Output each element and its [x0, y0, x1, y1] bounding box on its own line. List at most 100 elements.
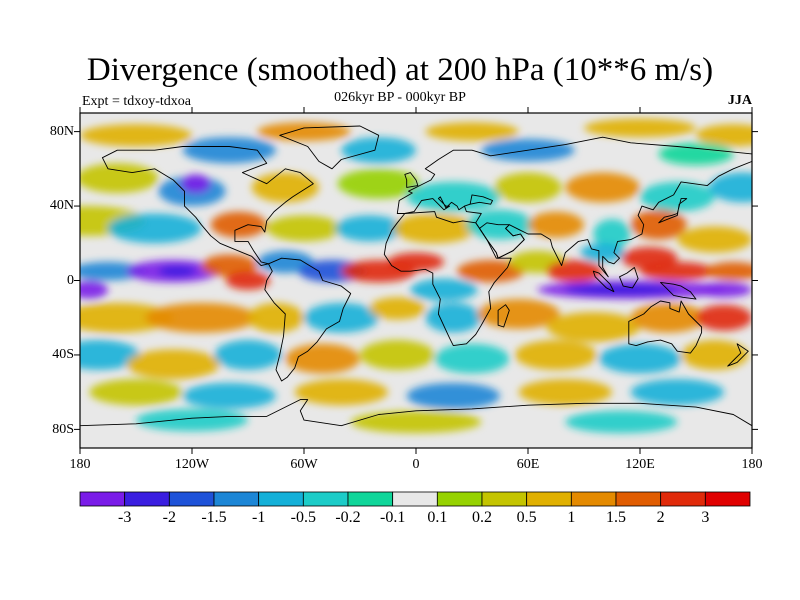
coastline-africa [383, 211, 512, 347]
colorbar-swatch [481, 491, 528, 507]
coastline-japan [658, 198, 688, 224]
field-region [80, 163, 159, 194]
colorbar-swatch [347, 491, 394, 507]
field-region [182, 382, 276, 409]
field-region [696, 304, 752, 331]
field-region [406, 181, 501, 212]
field-region [80, 340, 140, 370]
lon-tick-60e: 60E [516, 457, 540, 472]
colorbar-swatch [704, 491, 751, 507]
field-region [257, 250, 314, 274]
field-region [584, 118, 696, 138]
axis-ticks [74, 107, 758, 454]
field-region [528, 211, 584, 238]
field-region [658, 142, 734, 166]
field-region [640, 181, 715, 212]
lon-tick-120e: 120E [625, 457, 655, 472]
lat-tick-0: 0 [67, 273, 74, 288]
coastline-south-america [264, 257, 352, 382]
field-region [285, 343, 360, 374]
lon-tick-180w: 180 [69, 457, 91, 472]
colorbar-label: -0.2 [335, 509, 361, 526]
field-region [126, 349, 220, 380]
colorbar-swatch [615, 491, 662, 507]
field-region [89, 379, 183, 406]
plot-subtitle: 026kyr BP - 000kyr BP [334, 90, 466, 105]
coastline-new-guinea [660, 281, 697, 300]
field-region [494, 172, 562, 203]
field-region [565, 410, 678, 434]
coastline-new-zealand [727, 343, 749, 367]
coastline-eurasia-africa [396, 136, 752, 278]
colorbar-label: 2 [656, 509, 665, 526]
lon-tick-180e: 180 [741, 457, 763, 472]
field-region [709, 172, 752, 203]
field-region [593, 219, 631, 249]
lat-tick-80s: 80S [52, 422, 74, 437]
field-region [425, 302, 482, 333]
colorbar-label: -1.5 [201, 509, 227, 526]
colorbar-label: 3 [701, 509, 710, 526]
field-region [251, 172, 319, 203]
colorbar-swatch [392, 491, 438, 507]
field-region [360, 340, 435, 370]
colorbar-label: 0.2 [472, 509, 492, 526]
colorbar-swatch [258, 491, 304, 507]
field-region [425, 122, 519, 141]
field-region [180, 174, 211, 194]
coastline-madagascar [497, 304, 510, 328]
field-region [705, 261, 752, 281]
field-region [182, 137, 276, 164]
field-region [388, 252, 444, 272]
colorbar-swatch [79, 491, 126, 507]
field-region [337, 168, 420, 199]
field-region [201, 254, 258, 277]
plot-title: Divergence (smoothed) at 200 hPa (10**6 … [86, 52, 714, 88]
coastline-greenland [279, 125, 380, 170]
experiment-label: Expt = tdxoy-tdxoa [82, 94, 191, 109]
field-region [248, 302, 304, 333]
colorbar-swatch [526, 491, 572, 507]
field-region [80, 302, 174, 333]
field-region [80, 261, 146, 281]
coastline-uk [404, 172, 419, 188]
coastline-north-america [101, 146, 314, 267]
field-region [145, 302, 258, 333]
field-region [406, 382, 501, 409]
field-region [514, 340, 598, 370]
coastline-arabia-fix [479, 222, 525, 259]
colorbar-label: -2 [162, 509, 176, 526]
coastlines [80, 125, 752, 427]
colorbar-label: -0.5 [290, 509, 316, 526]
field-region [518, 379, 612, 406]
field-region [640, 261, 715, 281]
field-region [696, 282, 752, 298]
field-region [630, 302, 706, 333]
coastline-australia [628, 300, 703, 354]
lat-tick-40n: 40N [49, 198, 74, 213]
field-region [341, 137, 416, 164]
field-region [369, 297, 426, 320]
field-region [108, 213, 202, 244]
field-region [136, 408, 248, 432]
field-region [546, 260, 603, 283]
field-region [335, 215, 403, 242]
colorbar-swatch [168, 491, 215, 507]
field-region [350, 410, 482, 434]
field-region [225, 271, 271, 290]
colorbar-label: -1 [251, 509, 266, 526]
colorbar-label: -3 [117, 509, 132, 526]
lon-tick-120w: 120W [174, 457, 210, 472]
colorbar-swatch [570, 491, 617, 507]
colorbar-label: 0.1 [427, 509, 448, 526]
colorbar-label: 0.5 [516, 509, 537, 526]
lon-tick-0: 0 [412, 457, 420, 472]
season-label: JJA [727, 93, 752, 108]
field-region [304, 302, 379, 333]
colorbar-label: 1.5 [606, 509, 626, 526]
field-region [80, 280, 108, 300]
field-region [80, 124, 192, 147]
field-region [214, 340, 282, 370]
field-region [434, 343, 510, 374]
